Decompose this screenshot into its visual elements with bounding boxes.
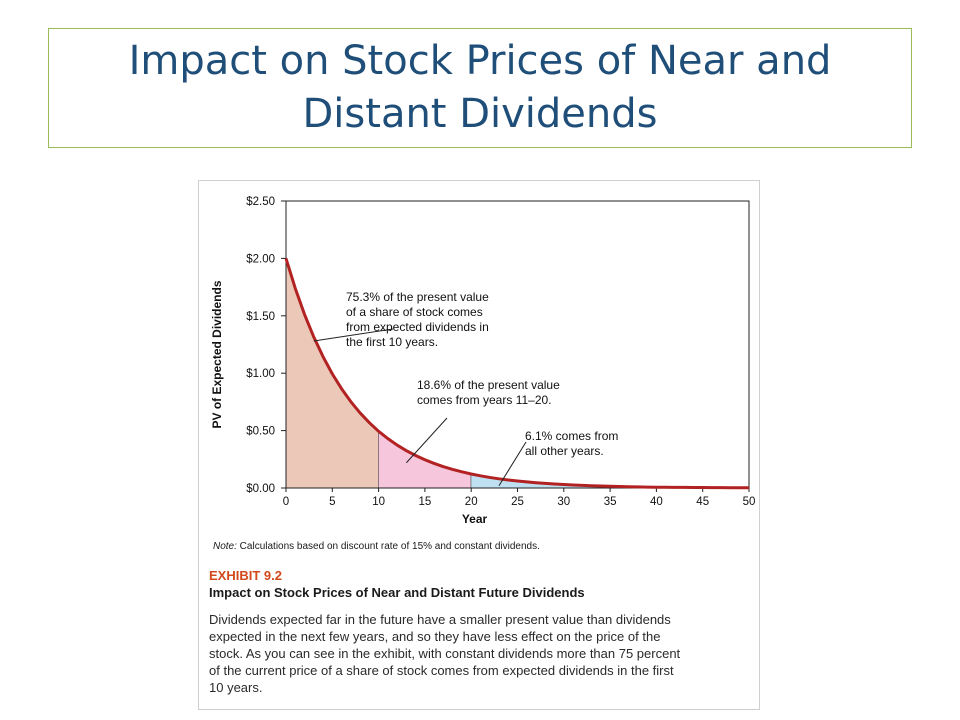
x-tick-label: 20	[465, 496, 478, 508]
annotation-text: 6.1% comes from	[525, 429, 618, 443]
annotation-text: comes from years 11–20.	[417, 393, 552, 407]
x-tick-label: 30	[557, 496, 570, 508]
annotation-text: of a share of stock comes	[346, 305, 483, 319]
caption-line: 10 years.	[209, 680, 263, 695]
slide-title: Impact on Stock Prices of Near and Dista…	[48, 28, 912, 148]
annotation-text: from expected dividends in	[346, 320, 489, 334]
pv-dividends-chart: $0.00 $0.50 $1.00 $1.50 $2.00 $2.50 0 5 10 15 20 25…	[210, 196, 756, 526]
y-tick-label: $1.00	[246, 368, 275, 380]
note-label: Note:	[213, 541, 237, 552]
caption-line: Dividends expected far in the future hav…	[209, 612, 671, 627]
caption-line: of the current price of a share of stock…	[209, 663, 674, 678]
x-tick-label: 15	[419, 496, 432, 508]
x-axis-label: Year	[462, 512, 488, 526]
exhibit-number: EXHIBIT 9.2	[209, 568, 282, 583]
chart-note: Note: Calculations based on discount rat…	[213, 541, 540, 552]
annotation-leader-line	[406, 417, 448, 464]
x-tick-label: 45	[696, 496, 709, 508]
x-tick-label: 10	[372, 496, 385, 508]
y-tick-label: $0.50	[246, 426, 275, 438]
x-tick-label: 50	[743, 496, 756, 508]
slide-title-line-2: Distant Dividends	[302, 91, 658, 137]
y-tick-label: $2.00	[246, 253, 275, 265]
y-tick-label: $0.00	[246, 483, 275, 495]
y-tick-label: $2.50	[246, 196, 275, 208]
exhibit-title: Impact on Stock Prices of Near and Dista…	[209, 585, 585, 600]
x-tick-label: 40	[650, 496, 663, 508]
y-tick-label: $1.50	[246, 311, 275, 323]
x-tick-label: 25	[511, 496, 524, 508]
annotation-leader-line	[498, 441, 527, 486]
note-text: Calculations based on discount rate of 1…	[236, 541, 540, 552]
annotation-text: 18.6% of the present value	[417, 378, 560, 392]
annotation-text: 75.3% of the present value	[346, 290, 489, 304]
y-axis-label: PV of Expected Dividends	[210, 280, 224, 428]
caption-line: expected in the next few years, and so t…	[209, 629, 661, 644]
slide-title-line-1: Impact on Stock Prices of Near and	[128, 38, 832, 84]
region-1-area	[286, 258, 379, 488]
annotation-text: all other years.	[525, 444, 604, 458]
exhibit-panel: $0.00 $0.50 $1.00 $1.50 $2.00 $2.50 0 5 10 15 20 25…	[198, 180, 760, 710]
pv-curve-line	[284, 257, 749, 490]
annotation-leader-line	[313, 328, 394, 342]
annotation-text: the first 10 years.	[346, 335, 438, 349]
x-tick-label: 35	[604, 496, 617, 508]
x-tick-label: 0	[283, 496, 289, 508]
exhibit-caption: Dividends expected far in the future hav…	[209, 611, 754, 696]
region-2-area	[378, 431, 472, 488]
caption-line: stock. As you can see in the exhibit, wi…	[209, 646, 681, 661]
x-tick-label: 5	[329, 496, 335, 508]
